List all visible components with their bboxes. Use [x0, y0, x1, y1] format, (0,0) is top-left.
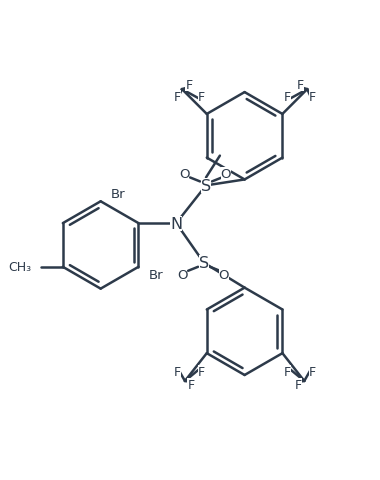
Text: Br: Br: [111, 188, 126, 201]
Text: S: S: [201, 179, 211, 193]
Text: F: F: [295, 379, 302, 392]
Text: F: F: [309, 365, 316, 378]
Text: F: F: [173, 365, 180, 378]
Text: F: F: [284, 365, 291, 378]
Text: Br: Br: [149, 269, 164, 282]
Text: CH₃: CH₃: [8, 261, 31, 274]
Text: N: N: [170, 216, 182, 231]
Text: O: O: [221, 168, 231, 180]
Text: F: F: [185, 79, 192, 92]
Text: F: F: [198, 90, 205, 103]
Text: S: S: [199, 256, 209, 271]
Text: F: F: [309, 90, 316, 103]
Text: F: F: [198, 365, 205, 378]
Text: F: F: [297, 79, 304, 92]
Text: F: F: [187, 379, 195, 392]
Text: O: O: [218, 269, 229, 282]
Text: O: O: [179, 168, 189, 180]
Text: O: O: [177, 269, 187, 282]
Text: F: F: [284, 90, 291, 103]
Text: F: F: [173, 90, 180, 103]
